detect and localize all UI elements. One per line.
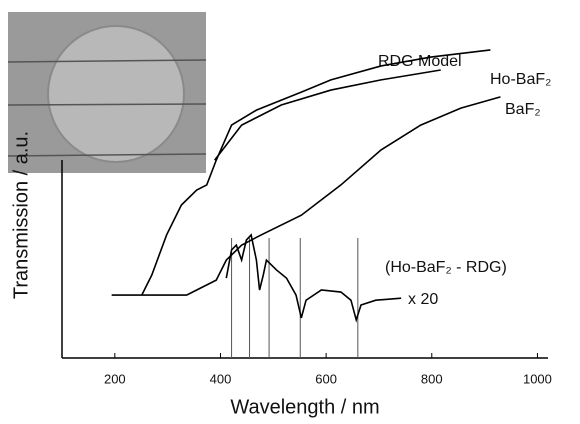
annotation: x 20 <box>408 291 438 308</box>
series-label: BaF₂ <box>505 101 541 118</box>
x-tick-label: 600 <box>315 371 337 386</box>
series-line <box>214 69 441 161</box>
series-line <box>111 96 501 296</box>
inset-photo <box>7 12 207 173</box>
series-line <box>225 233 402 323</box>
series-line <box>141 49 491 296</box>
x-tick-label: 1000 <box>523 371 552 386</box>
series-label: RDG Model <box>378 53 462 70</box>
series-label: Ho-BaF₂ <box>490 71 551 88</box>
x-tick-label: 400 <box>210 371 232 386</box>
series-label: (Ho-BaF₂ - RDG) <box>385 259 507 276</box>
x-tick-label: 200 <box>104 371 126 386</box>
x-axis-title: Wavelength / nm <box>230 396 379 418</box>
x-tick-label: 800 <box>421 371 443 386</box>
y-axis-title: Transmission / a.u. <box>10 131 32 299</box>
